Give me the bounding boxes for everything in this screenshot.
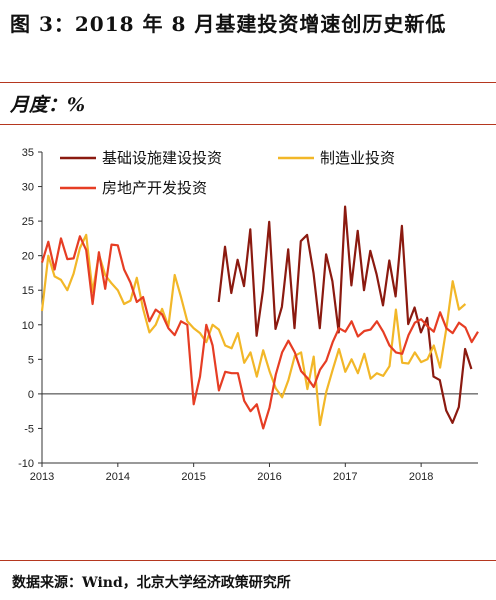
chart-axes: -10 -5 0 5 10 15 20 25 30 35 2013 2014 2015 2016 2017 2…: [18, 147, 478, 483]
series-line-2: [40, 233, 467, 427]
line-chart: -10 -5 0 5 10 15 20 25 30 35 2013 2014 2015 2016 2017 2…: [18, 147, 479, 483]
figure-title: 图 3：2018 年 8 月基建投资增速创历史新低: [10, 12, 447, 36]
series-line-3: [40, 235, 479, 430]
x-tick-label: 2018: [409, 471, 433, 483]
header-divider: [0, 82, 496, 83]
y-tick-label: 25: [22, 216, 34, 228]
chart-top-divider: [0, 124, 496, 125]
unit-label: 月度：%: [10, 94, 86, 116]
series-line-1: [217, 205, 473, 424]
y-tick-label: 20: [22, 251, 34, 263]
y-tick-label: 0: [28, 389, 34, 401]
x-tick-label: 2013: [30, 471, 54, 483]
y-tick-label: 10: [22, 320, 34, 332]
y-tick-label: -10: [18, 458, 34, 470]
legend-label: 基础设施建设投资: [102, 149, 222, 167]
y-tick-label: 35: [22, 147, 34, 159]
y-tick-label: 5: [28, 354, 34, 366]
y-tick-label: -5: [24, 423, 34, 435]
x-tick-label: 2014: [106, 471, 130, 483]
y-tick-label: 30: [22, 182, 34, 194]
legend-label: 制造业投资: [320, 149, 395, 167]
x-tick-label: 2015: [181, 471, 205, 483]
footer-divider: [0, 560, 496, 561]
x-tick-label: 2016: [257, 471, 281, 483]
legend-label: 房地产开发投资: [102, 179, 207, 197]
y-tick-label: 15: [22, 285, 34, 297]
source-note: 数据来源：Wind，北京大学经济政策研究所: [12, 575, 291, 591]
x-tick-label: 2017: [333, 471, 357, 483]
chart-series: [40, 205, 479, 430]
